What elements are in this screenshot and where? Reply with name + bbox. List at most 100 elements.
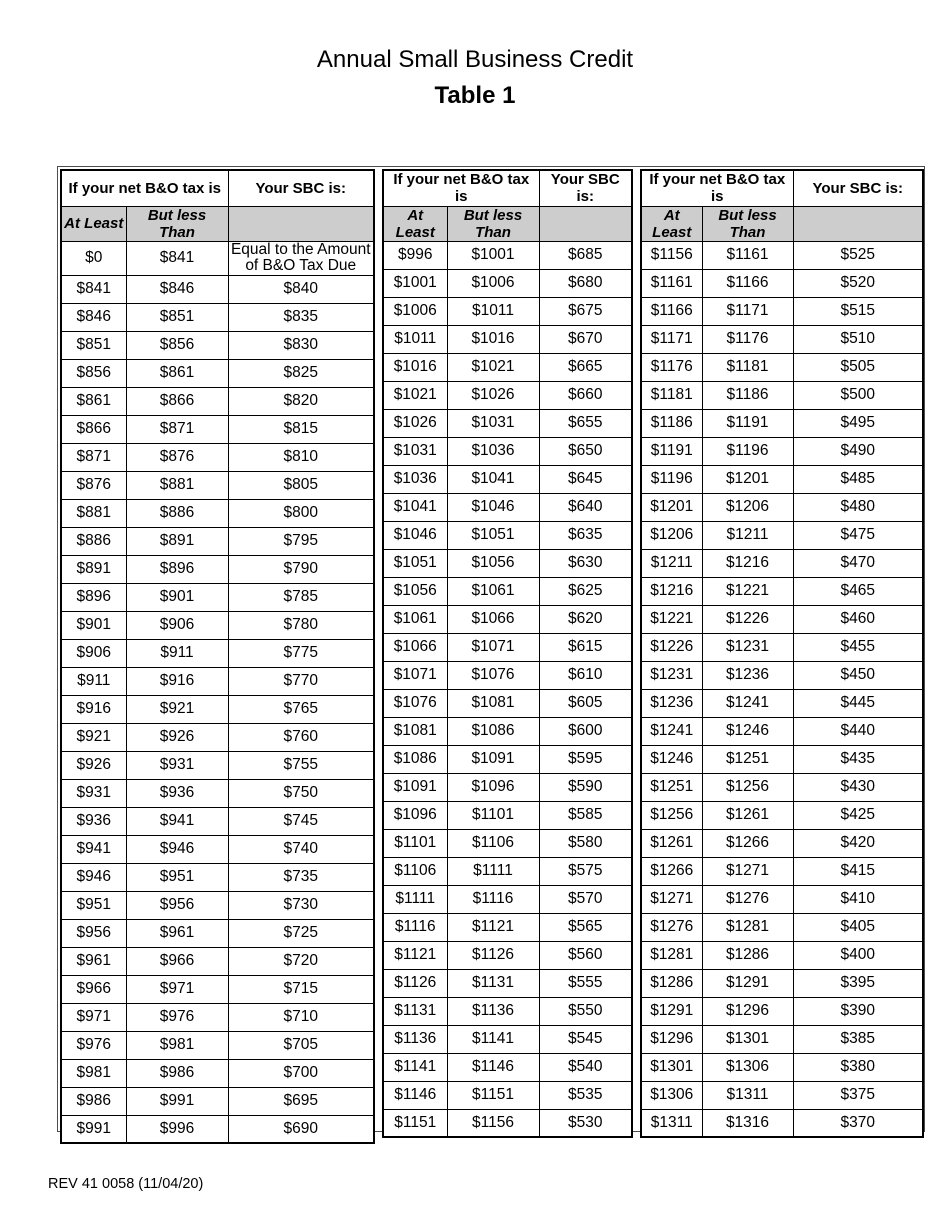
cell-at-least: $1196: [640, 464, 703, 494]
cell-sbc: $825: [227, 358, 375, 388]
table-row: $851 $856 $830: [60, 330, 375, 360]
cell-sbc: $555: [538, 968, 633, 998]
table-row: $921 $926 $760: [60, 722, 375, 752]
cell-sbc: $750: [227, 778, 375, 808]
cell-sbc: $685: [538, 240, 633, 270]
cell-but-less-than: $1171: [701, 296, 794, 326]
cell-sbc: $520: [792, 268, 924, 298]
table-row: $1096 $1101 $585: [382, 800, 633, 830]
table-row: $1201 $1206 $480: [640, 492, 924, 522]
cell-but-less-than: $1256: [701, 772, 794, 802]
cell-at-least: $1211: [640, 548, 703, 578]
table-row: $1091 $1096 $590: [382, 772, 633, 802]
table-row: $906 $911 $775: [60, 638, 375, 668]
table-row: $1306 $1311 $375: [640, 1080, 924, 1110]
cell-at-least: $1281: [640, 940, 703, 970]
cell-at-least: $1076: [382, 688, 448, 718]
header-row: If your net B&O tax is Your SBC is:: [382, 169, 633, 207]
cell-at-least: $1156: [640, 240, 703, 270]
cell-at-least: $1011: [382, 324, 448, 354]
table-row: $1086 $1091 $595: [382, 744, 633, 774]
cell-sbc: $425: [792, 800, 924, 830]
cell-at-least: $1271: [640, 884, 703, 914]
cell-sbc: $665: [538, 352, 633, 382]
subheader-but-less-than: But less Than: [125, 205, 229, 242]
small-business-credit-table: If your net B&O tax is Your SBC is: At Lea…: [57, 166, 925, 1145]
cell-sbc: $445: [792, 688, 924, 718]
cell-but-less-than: $1201: [701, 464, 794, 494]
cell-at-least: $1146: [382, 1080, 448, 1110]
cell-sbc: $585: [538, 800, 633, 830]
cell-at-least: $931: [60, 778, 127, 808]
cell-but-less-than: $1091: [446, 744, 540, 774]
cell-at-least: $986: [60, 1086, 127, 1116]
cell-sbc: $405: [792, 912, 924, 942]
cell-but-less-than: $1046: [446, 492, 540, 522]
cell-at-least: $1296: [640, 1024, 703, 1054]
cell-but-less-than: $1286: [701, 940, 794, 970]
cell-at-least: $871: [60, 442, 127, 472]
table-row: $966 $971 $715: [60, 974, 375, 1004]
cell-sbc: $450: [792, 660, 924, 690]
cell-sbc: $435: [792, 744, 924, 774]
table-row: $1251 $1256 $430: [640, 772, 924, 802]
cell-but-less-than: $991: [125, 1086, 229, 1116]
cell-but-less-than: $1196: [701, 436, 794, 466]
cell-sbc: $565: [538, 912, 633, 942]
cell-at-least: $1311: [640, 1108, 703, 1138]
cell-but-less-than: $981: [125, 1030, 229, 1060]
table-row: $1196 $1201 $485: [640, 464, 924, 494]
table-row: $1071 $1076 $610: [382, 660, 633, 690]
cell-but-less-than: $1156: [446, 1108, 540, 1138]
cell-sbc: $465: [792, 576, 924, 606]
cell-but-less-than: $1236: [701, 660, 794, 690]
cell-sbc: $660: [538, 380, 633, 410]
header-net-tax: If your net B&O tax is: [640, 169, 794, 207]
cell-sbc: $595: [538, 744, 633, 774]
cell-at-least: $1166: [640, 296, 703, 326]
cell-at-least: $1216: [640, 576, 703, 606]
cell-sbc: $545: [538, 1024, 633, 1054]
cell-at-least: $951: [60, 890, 127, 920]
cell-but-less-than: $1086: [446, 716, 540, 746]
cell-but-less-than: $1051: [446, 520, 540, 550]
cell-but-less-than: $1216: [701, 548, 794, 578]
table-row: $1231 $1236 $450: [640, 660, 924, 690]
cell-sbc: $510: [792, 324, 924, 354]
table-row: $1121 $1126 $560: [382, 940, 633, 970]
cell-but-less-than: $966: [125, 946, 229, 976]
cell-but-less-than: $1121: [446, 912, 540, 942]
subheader-row: At Least But less Than: [382, 205, 633, 242]
cell-at-least: $896: [60, 582, 127, 612]
subheader-at-least: At Least: [640, 205, 703, 242]
cell-but-less-than: $1031: [446, 408, 540, 438]
cell-at-least: $971: [60, 1002, 127, 1032]
cell-sbc: $720: [227, 946, 375, 976]
cell-but-less-than: $976: [125, 1002, 229, 1032]
cell-at-least: $1236: [640, 688, 703, 718]
subheader-at-least: At Least: [60, 205, 127, 242]
cell-at-least: $881: [60, 498, 127, 528]
cell-but-less-than: $1281: [701, 912, 794, 942]
cell-sbc: $800: [227, 498, 375, 528]
cell-at-least: $966: [60, 974, 127, 1004]
cell-at-least: $1051: [382, 548, 448, 578]
cell-at-least: $941: [60, 834, 127, 864]
cell-sbc: $505: [792, 352, 924, 382]
table-row: $1256 $1261 $425: [640, 800, 924, 830]
cell-at-least: $886: [60, 526, 127, 556]
table-row: $996 $1001 $685: [382, 240, 633, 270]
cell-at-least: $981: [60, 1058, 127, 1088]
subheader-sbc-empty: [792, 205, 924, 242]
cell-but-less-than: $1126: [446, 940, 540, 970]
cell-but-less-than: $1291: [701, 968, 794, 998]
cell-sbc: $670: [538, 324, 633, 354]
cell-at-least: $1301: [640, 1052, 703, 1082]
cell-but-less-than: $961: [125, 918, 229, 948]
table-row: $896 $901 $785: [60, 582, 375, 612]
cell-sbc: $495: [792, 408, 924, 438]
cell-sbc: $655: [538, 408, 633, 438]
cell-sbc: $840: [227, 274, 375, 304]
cell-but-less-than: $1231: [701, 632, 794, 662]
cell-at-least: $1261: [640, 828, 703, 858]
